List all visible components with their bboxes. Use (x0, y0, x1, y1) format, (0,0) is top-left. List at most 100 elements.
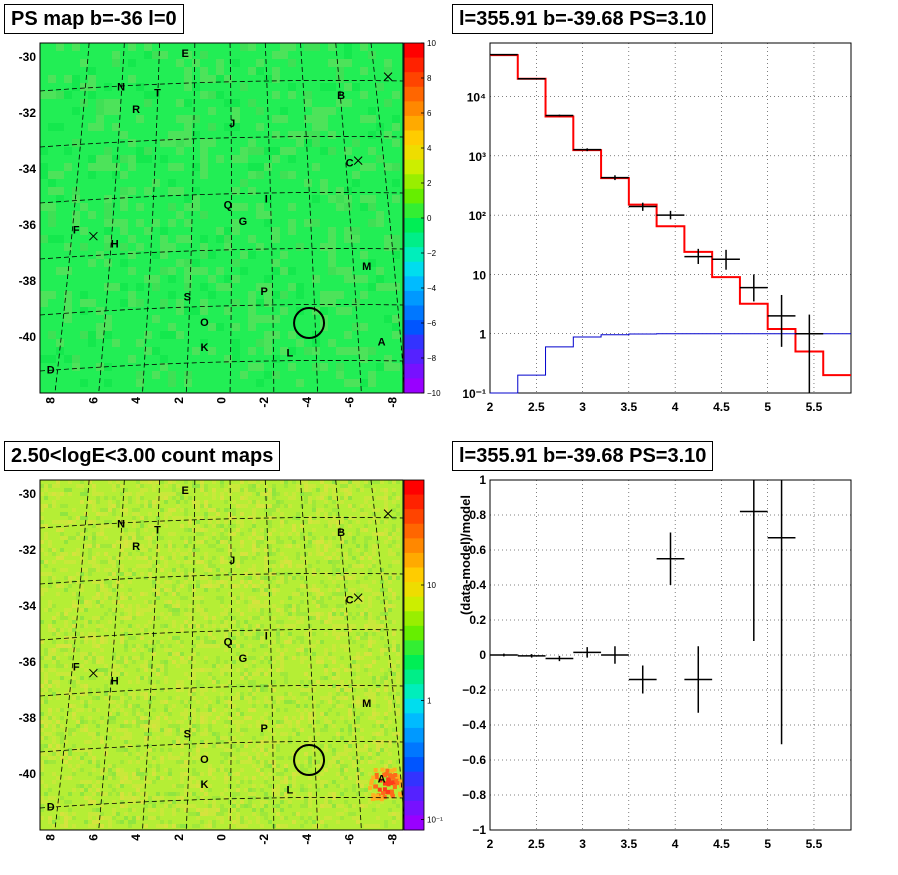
model-step-line (490, 54, 851, 377)
map-pixel (296, 283, 304, 291)
map-pixel (336, 584, 340, 588)
map-pixel (388, 676, 392, 680)
map-pixel (80, 616, 84, 620)
map-pixel (200, 484, 204, 488)
map-pixel (252, 688, 256, 692)
map-pixel (52, 740, 56, 744)
map-pixel (376, 704, 380, 708)
map-pixel (280, 251, 288, 259)
map-pixel (280, 512, 284, 516)
map-pixel (228, 720, 232, 724)
map-pixel (300, 576, 304, 580)
map-pixel (196, 784, 200, 788)
map-pixel (248, 528, 252, 532)
map-pixel (391, 780, 396, 785)
map-pixel (260, 784, 264, 788)
map-pixel (152, 652, 156, 656)
map-pixel (80, 568, 84, 572)
map-pixel (312, 520, 316, 524)
y-tick-label: -36 (19, 218, 37, 232)
map-pixel (164, 496, 168, 500)
map-pixel (372, 624, 376, 628)
map-pixel (244, 788, 248, 792)
map-pixel (312, 612, 316, 616)
map-pixel (168, 187, 176, 195)
map-pixel (388, 580, 392, 584)
map-pixel (124, 744, 128, 748)
y-tick-label: -32 (19, 543, 37, 557)
map-pixel (172, 612, 176, 616)
map-pixel (76, 756, 80, 760)
map-pixel (300, 524, 304, 528)
map-grid-line (39, 360, 404, 372)
map-pixel (324, 652, 328, 656)
map-pixel (276, 748, 280, 752)
map-pixel (384, 500, 388, 504)
map-pixel (360, 572, 364, 576)
map-pixel (356, 652, 360, 656)
map-pixel (212, 516, 216, 520)
x-tick-label: 5.5 (806, 400, 823, 414)
map-pixel (116, 516, 120, 520)
map-pixel (228, 776, 232, 780)
map-pixel (124, 724, 128, 728)
map-pixel (156, 716, 160, 720)
map-pixel (284, 732, 288, 736)
map-pixel (160, 299, 168, 307)
map-pixel (200, 684, 204, 688)
map-pixel (148, 796, 152, 800)
map-pixel (304, 788, 308, 792)
map-pixel (216, 520, 220, 524)
map-pixel (312, 219, 320, 227)
map-pixel (352, 139, 360, 147)
map-pixel (368, 752, 372, 756)
map-pixel (152, 708, 156, 712)
map-pixel (184, 660, 188, 664)
map-pixel (132, 616, 136, 620)
map-pixel (144, 824, 148, 828)
map-pixel (168, 792, 172, 796)
map-pixel (64, 648, 68, 652)
map-pixel (336, 187, 344, 195)
map-pixel (268, 560, 272, 564)
map-pixel (176, 724, 180, 728)
map-pixel (148, 568, 152, 572)
map-pixel (192, 115, 200, 123)
map-pixel (128, 500, 132, 504)
map-pixel (256, 147, 264, 155)
map-pixel (248, 99, 256, 107)
map-pixel (200, 732, 204, 736)
map-pixel (260, 644, 264, 648)
map-pixel (176, 636, 180, 640)
map-pixel (184, 736, 188, 740)
map-pixel (180, 564, 184, 568)
map-pixel (56, 664, 60, 668)
map-pixel (296, 812, 300, 816)
map-pixel (296, 512, 300, 516)
map-pixel (292, 528, 296, 532)
map-pixel (116, 596, 120, 600)
map-pixel (236, 520, 240, 524)
map-pixel (48, 580, 52, 584)
map-pixel (380, 748, 384, 752)
map-pixel (144, 600, 148, 604)
map-pixel (236, 784, 240, 788)
map-pixel (148, 724, 152, 728)
map-pixel (224, 123, 232, 131)
map-pixel (324, 488, 328, 492)
map-pixel (108, 556, 112, 560)
map-pixel (372, 592, 376, 596)
map-pixel (152, 592, 156, 596)
map-pixel (112, 816, 116, 820)
map-pixel (340, 576, 344, 580)
map-pixel (52, 756, 56, 760)
map-pixel (104, 552, 108, 556)
map-pixel (348, 600, 352, 604)
map-pixel (392, 812, 396, 816)
map-pixel (216, 59, 224, 67)
map-pixel (296, 131, 304, 139)
map-pixel (204, 516, 208, 520)
map-pixel (224, 696, 228, 700)
map-pixel (244, 636, 248, 640)
map-pixel (360, 163, 368, 171)
